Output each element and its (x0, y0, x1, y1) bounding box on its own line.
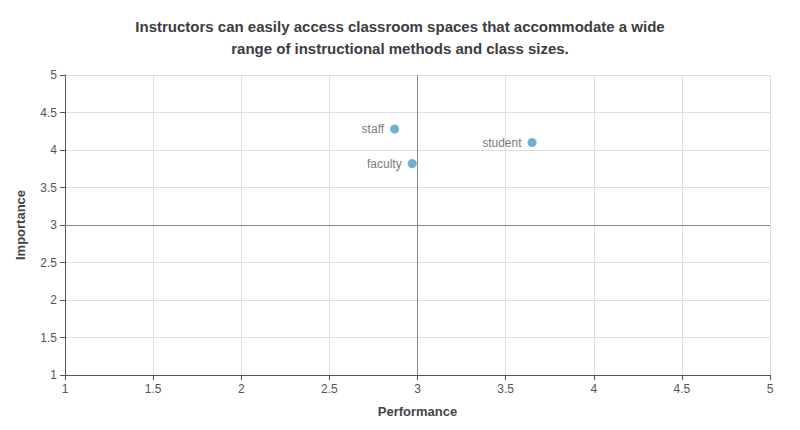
svg-text:Importance: Importance (13, 190, 28, 260)
svg-text:4.5: 4.5 (674, 382, 691, 396)
svg-text:faculty: faculty (367, 157, 402, 171)
svg-text:2: 2 (238, 382, 245, 396)
svg-text:range of instructional methods: range of instructional methods and class… (231, 40, 569, 57)
svg-text:5: 5 (50, 68, 57, 82)
svg-text:1.5: 1.5 (40, 331, 57, 345)
svg-text:2.5: 2.5 (321, 382, 338, 396)
svg-text:Instructors can easily access: Instructors can easily access classroom … (135, 18, 664, 35)
svg-text:2.5: 2.5 (40, 256, 57, 270)
svg-text:1.5: 1.5 (145, 382, 162, 396)
svg-text:3: 3 (50, 218, 57, 232)
svg-text:3: 3 (414, 382, 421, 396)
svg-text:1: 1 (62, 382, 69, 396)
svg-text:3.5: 3.5 (497, 382, 514, 396)
svg-text:4.5: 4.5 (40, 106, 57, 120)
svg-text:student: student (482, 136, 522, 150)
svg-text:2: 2 (50, 293, 57, 307)
svg-text:3.5: 3.5 (40, 181, 57, 195)
svg-text:1: 1 (50, 368, 57, 382)
svg-text:5: 5 (767, 382, 774, 396)
svg-text:Performance: Performance (378, 404, 457, 419)
svg-text:4: 4 (50, 143, 57, 157)
svg-text:staff: staff (362, 122, 385, 136)
svg-text:4: 4 (590, 382, 597, 396)
